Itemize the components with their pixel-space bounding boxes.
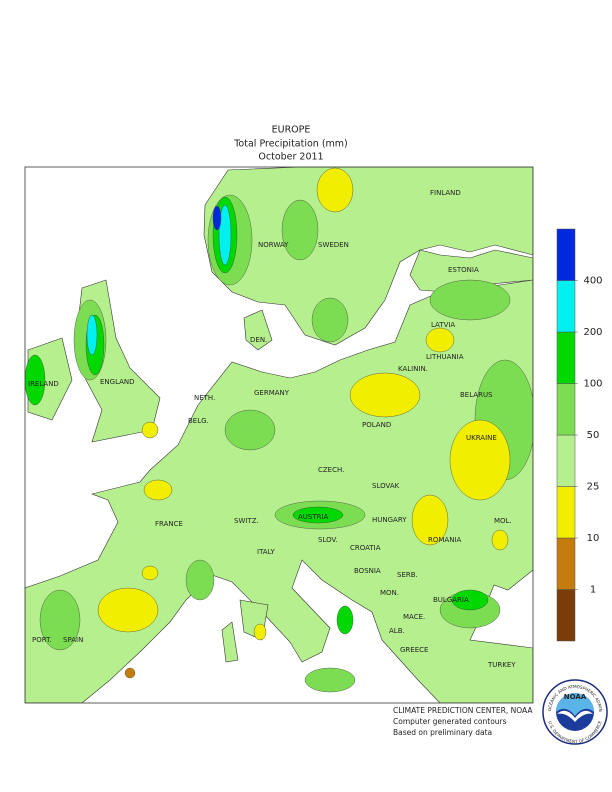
legend-label: 200 <box>583 327 602 338</box>
country-label: SERB. <box>397 571 418 579</box>
legend: 1 10 25 50 100 200 400 <box>556 228 603 642</box>
credit-line: CLIMATE PREDICTION CENTER, NOAA <box>393 706 533 715</box>
country-label: ALB. <box>389 627 405 635</box>
country-label: PORT. <box>32 636 52 644</box>
legend-label: 10 <box>587 533 600 544</box>
country-label: POLAND <box>362 421 391 429</box>
extreme-area <box>86 314 98 356</box>
legend-swatch <box>556 383 576 436</box>
country-label: BELARUS <box>460 391 493 399</box>
country-label: GERMANY <box>254 389 290 397</box>
country-label: ITALY <box>257 548 276 556</box>
dry-area <box>411 494 449 546</box>
country-label: CROATIA <box>350 544 381 552</box>
country-label: BELG. <box>188 417 209 425</box>
country-label: SWEDEN <box>318 241 349 249</box>
legend-label: 50 <box>587 430 600 441</box>
credit-line: Computer generated contours <box>393 717 507 726</box>
max-area <box>212 205 222 231</box>
wet-area <box>429 279 511 321</box>
country-label: SPAIN <box>63 636 83 644</box>
country-label: FRANCE <box>155 520 183 528</box>
logo-sky <box>556 693 594 716</box>
legend-swatch <box>556 537 576 590</box>
country-label: TURKEY <box>487 661 516 669</box>
legend-swatch <box>556 434 576 487</box>
map-frame <box>24 166 534 704</box>
very-wet-area <box>336 605 354 635</box>
logo-name: NOAA <box>564 693 587 701</box>
dry-area <box>316 167 354 213</box>
dry-area <box>253 623 267 641</box>
country-label: NETH. <box>194 394 215 402</box>
country-label: NORWAY <box>258 241 289 249</box>
country-label: SWITZ. <box>234 517 259 525</box>
very-dry-area <box>124 667 136 679</box>
extreme-area <box>218 204 232 266</box>
dry-area <box>349 372 421 418</box>
country-label: AUSTRIA <box>298 513 329 521</box>
very-wet-area <box>451 589 489 611</box>
wet-area <box>39 589 81 651</box>
dry-area <box>491 529 509 551</box>
logo-gull <box>557 710 593 722</box>
very-wet-area <box>25 354 46 406</box>
country-label: CZECH. <box>318 466 344 474</box>
credit-line: Based on preliminary data <box>393 728 492 737</box>
dry-area <box>97 587 159 633</box>
very-wet-area <box>292 506 344 524</box>
land <box>409 249 533 293</box>
wet-area <box>224 409 276 451</box>
country-label: IRELAND <box>28 380 59 388</box>
map-period: October 2011 <box>258 152 323 163</box>
country-label: FINLAND <box>430 189 461 197</box>
wet-area <box>311 297 349 343</box>
country-label: UKRAINE <box>466 434 497 442</box>
dry-area <box>141 565 159 581</box>
country-label: LITHUANIA <box>426 353 464 361</box>
country-label: SLOV. <box>318 536 338 544</box>
legend-label: 25 <box>587 482 600 493</box>
country-label: ESTONIA <box>448 266 479 274</box>
country-label: LATVIA <box>431 321 455 329</box>
country-labels: NORWAY SWEDEN FINLAND ESTONIA LATVIA LITHUANI… <box>28 189 516 669</box>
map <box>25 167 533 703</box>
country-label: DEN. <box>250 336 267 344</box>
land <box>243 309 273 351</box>
wet-area <box>304 667 356 693</box>
legend-swatch <box>556 280 576 333</box>
legend-label: 400 <box>583 276 602 287</box>
country-label: HUNGARY <box>372 516 407 524</box>
country-label: MOL. <box>494 517 512 525</box>
country-label: ENGLAND <box>100 378 135 386</box>
legend-swatch <box>556 228 576 281</box>
legend-label: 100 <box>583 379 602 390</box>
map-title: Total Precipitation (mm) <box>233 139 348 150</box>
country-label: BOSNIA <box>354 567 381 575</box>
country-label: MACE. <box>403 613 425 621</box>
dry-area <box>425 327 455 353</box>
legend-label: 1 <box>590 585 596 596</box>
country-label: MON. <box>380 589 399 597</box>
legend-swatch <box>556 589 576 642</box>
legend-swatch <box>556 486 576 539</box>
wet-area <box>185 559 215 601</box>
country-label: KALININ. <box>398 365 428 373</box>
legend-swatch <box>556 331 576 384</box>
dry-area <box>143 479 173 501</box>
country-label: GREECE <box>400 646 428 654</box>
country-label: ROMANIA <box>428 536 462 544</box>
dry-area <box>449 419 511 501</box>
dry-area <box>141 421 159 439</box>
country-label: BULGARIA <box>433 596 469 604</box>
land <box>221 621 239 663</box>
country-label: SLOVAK <box>372 482 400 490</box>
map-region: EUROPE <box>272 125 311 136</box>
wet-area <box>281 199 319 261</box>
